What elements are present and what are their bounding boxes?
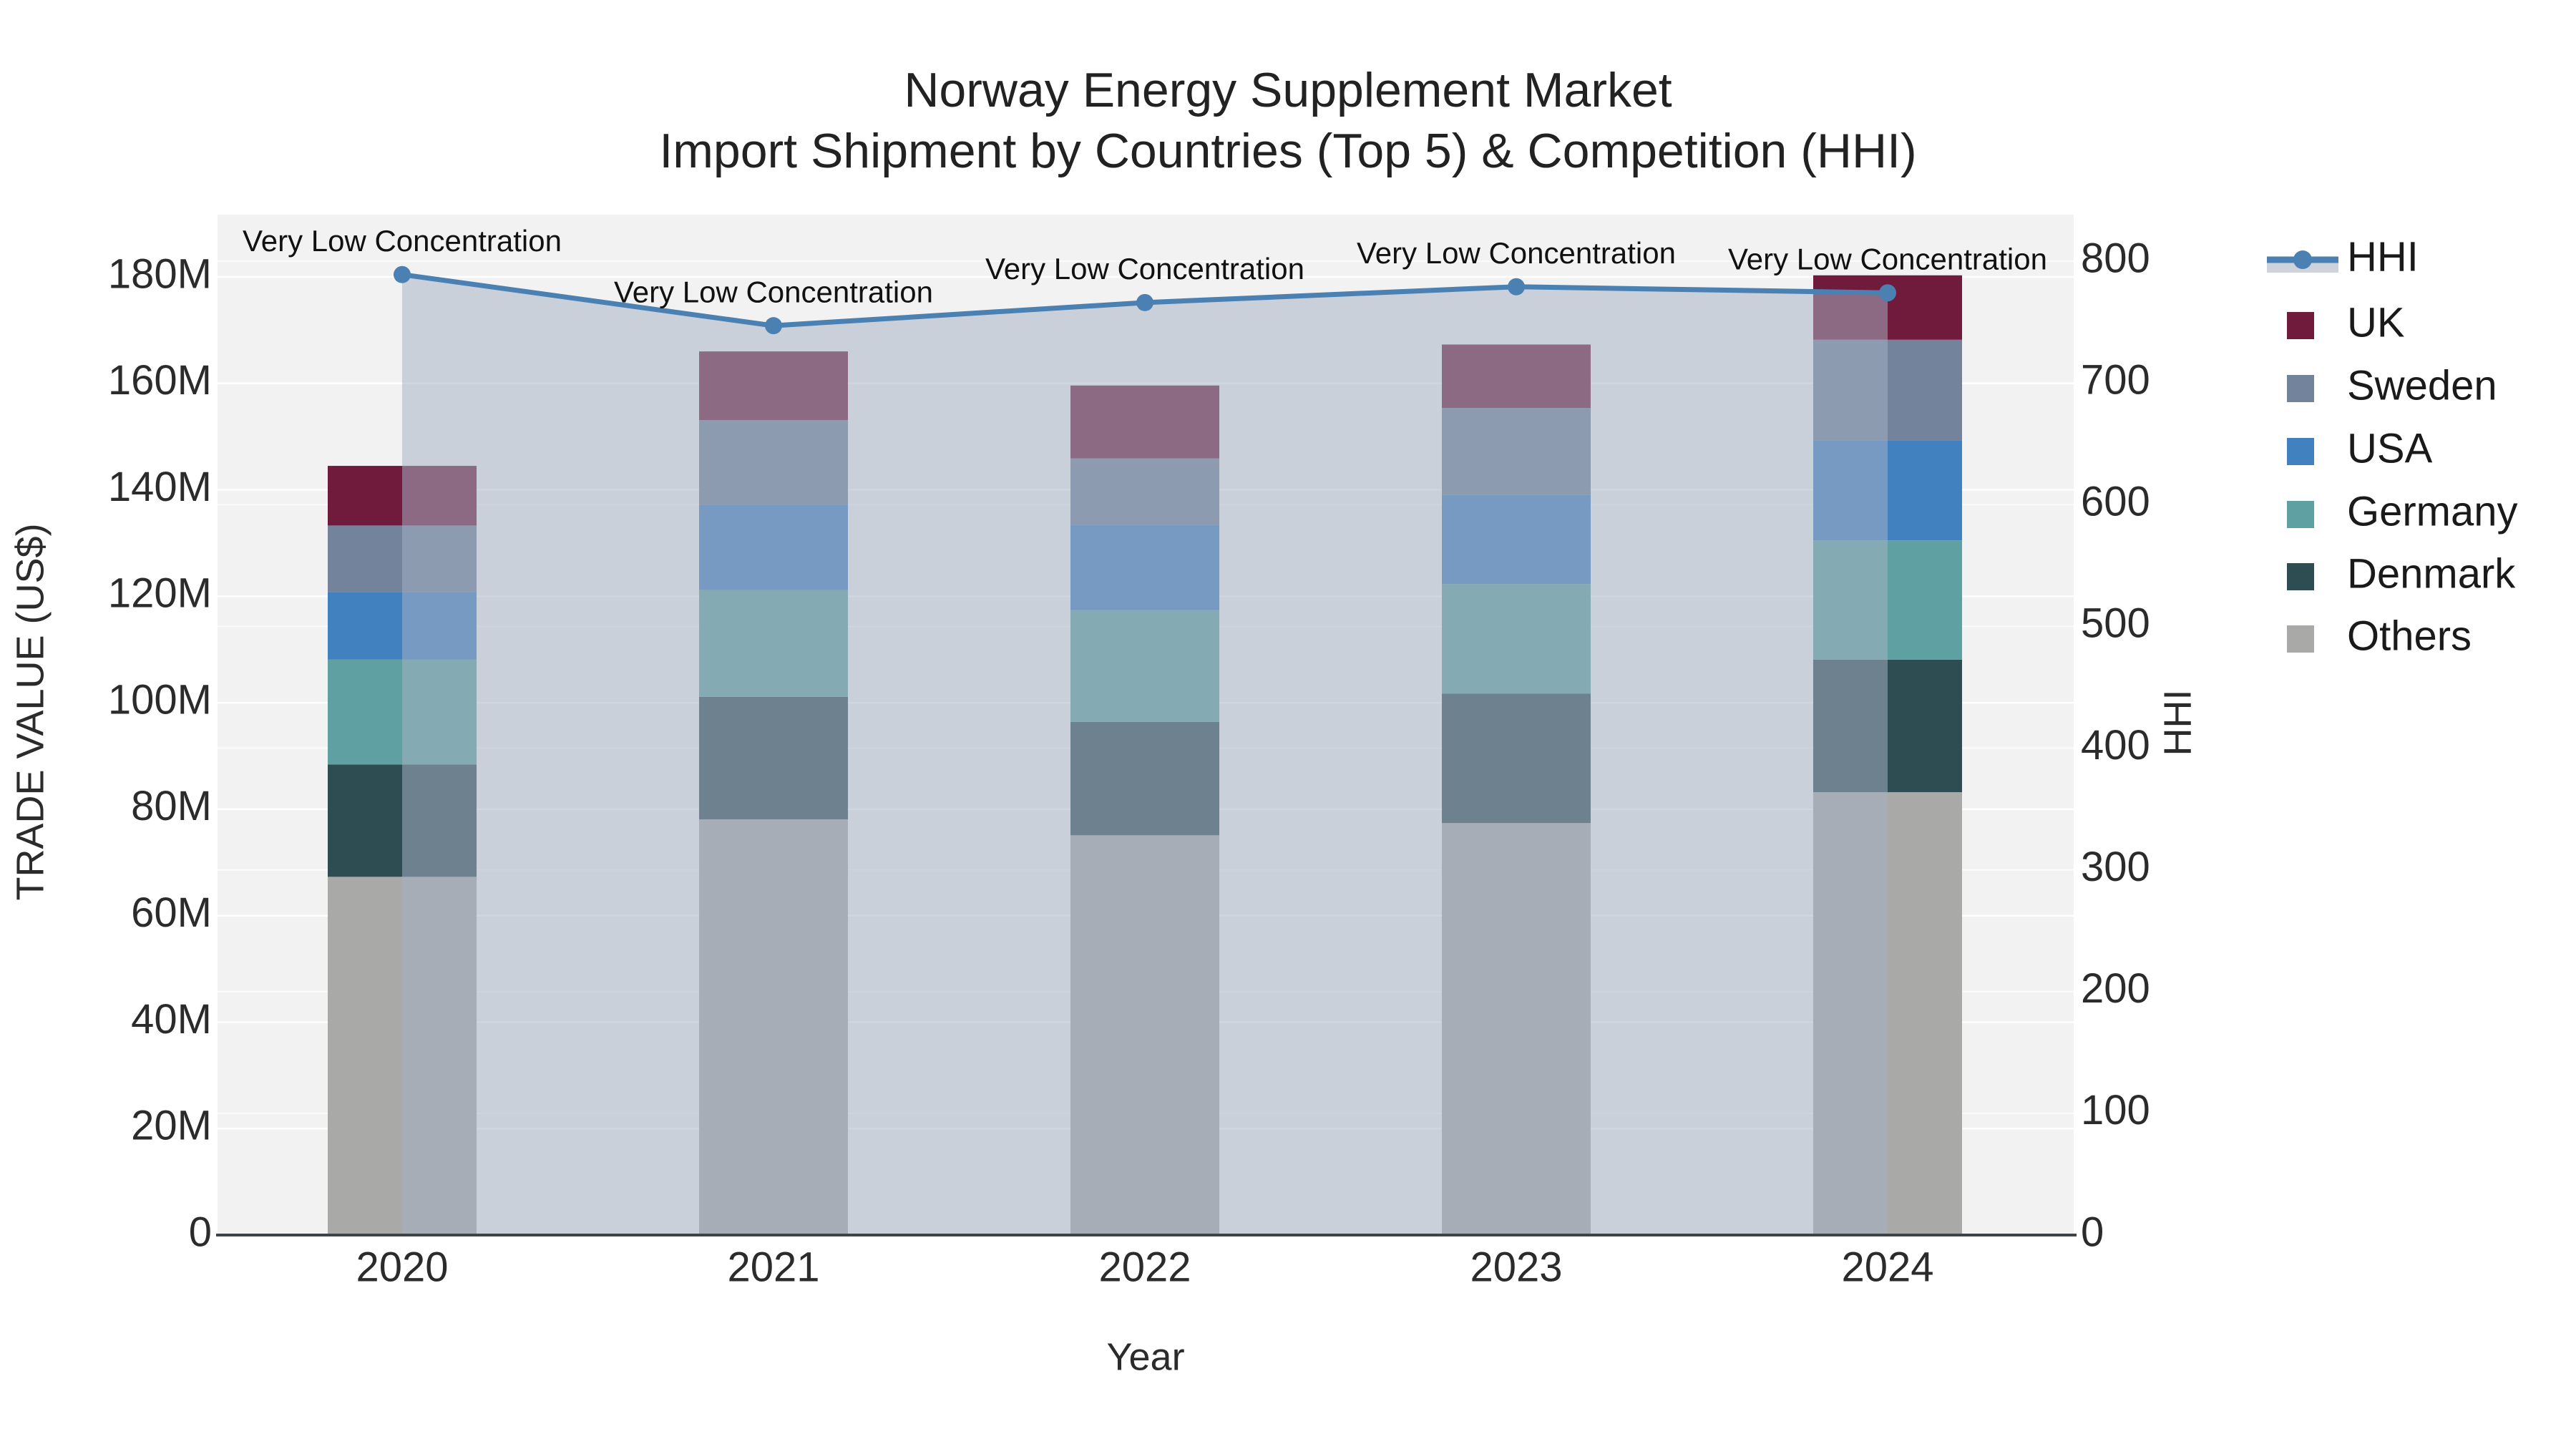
legend-label: HHI <box>2347 233 2419 280</box>
y-right-tick-label: 200 <box>2081 965 2150 1012</box>
legend-label: Germany <box>2347 488 2518 535</box>
legend-swatch-icon <box>2287 563 2314 590</box>
x-tick-label-2022: 2022 <box>1098 1244 1191 1290</box>
chart-title: Norway Energy Supplement Market <box>904 63 1672 117</box>
legend-label: Sweden <box>2347 362 2497 409</box>
hhi-marker-2024 <box>1879 284 1896 302</box>
legend-swatch-icon <box>2287 501 2314 528</box>
hhi-marker-2022 <box>1136 293 1153 311</box>
y-right-tick-label: 700 <box>2081 356 2150 403</box>
y-left-tick-label: 20M <box>131 1103 212 1149</box>
y-right-tick-label: 800 <box>2081 235 2150 281</box>
legend-swatch-icon <box>2287 625 2314 653</box>
y-left-tick-label: 60M <box>131 889 212 936</box>
legend-label: UK <box>2347 299 2405 346</box>
hhi-area-fill <box>402 274 1888 1235</box>
y-left-tick-label: 180M <box>108 250 212 297</box>
hhi-marker-2021 <box>765 317 782 335</box>
legend-swatch-icon <box>2287 312 2314 339</box>
annotation-2022: Very Low Concentration <box>985 252 1304 286</box>
y-left-tick-label: 40M <box>131 996 212 1043</box>
y-left-tick-label: 140M <box>108 464 212 510</box>
hhi-marker-2020 <box>394 265 411 283</box>
x-tick-label-2024: 2024 <box>1841 1244 1933 1290</box>
annotation-2023: Very Low Concentration <box>1357 236 1676 270</box>
legend-swatch-icon <box>2287 438 2314 465</box>
legend-label: Others <box>2347 613 2472 659</box>
legend: HHI UK Sweden USA Germany Denmark Others <box>2267 233 2518 659</box>
plot-area: Very Low Concentration Very Low Concentra… <box>108 215 2150 1290</box>
y-right-tick-label: 0 <box>2081 1209 2104 1255</box>
y-right-tick-label: 600 <box>2081 479 2150 525</box>
x-tick-label-2023: 2023 <box>1470 1244 1562 1290</box>
legend-swatch-icon <box>2287 375 2314 402</box>
annotation-2021: Very Low Concentration <box>614 275 933 308</box>
y-right-axis-title: HHI <box>2156 690 2199 756</box>
legend-item-others[interactable]: Others <box>2287 613 2472 659</box>
x-tick-label-2021: 2021 <box>727 1244 819 1290</box>
y-right-tick-label: 500 <box>2081 600 2150 647</box>
legend-label: Denmark <box>2347 550 2516 597</box>
y-left-tick-label: 160M <box>108 357 212 404</box>
y-left-tick-label: 120M <box>108 570 212 617</box>
legend-item-sweden[interactable]: Sweden <box>2287 362 2497 409</box>
hhi-legend-marker-icon <box>2293 250 2312 269</box>
y-left-tick-label: 0 <box>189 1209 212 1255</box>
y-left-tick-label: 80M <box>131 783 212 829</box>
legend-item-germany[interactable]: Germany <box>2287 488 2518 535</box>
legend-item-usa[interactable]: USA <box>2287 425 2433 472</box>
y-left-axis-title: TRADE VALUE (US$) <box>9 523 52 900</box>
x-tick-label-2020: 2020 <box>356 1244 448 1290</box>
hhi-marker-2023 <box>1508 278 1525 296</box>
legend-item-uk[interactable]: UK <box>2287 299 2405 346</box>
legend-label: USA <box>2347 425 2433 472</box>
y-right-tick-label: 400 <box>2081 722 2150 769</box>
chart-subtitle: Import Shipment by Countries (Top 5) & C… <box>659 124 1916 178</box>
y-left-tick-label: 100M <box>108 676 212 723</box>
legend-item-hhi[interactable]: HHI <box>2267 233 2419 280</box>
annotation-2020: Very Low Concentration <box>243 224 562 258</box>
x-axis-title: Year <box>1106 1335 1184 1378</box>
y-right-tick-label: 300 <box>2081 844 2150 890</box>
annotation-2024: Very Low Concentration <box>1728 242 2047 275</box>
y-right-tick-label: 100 <box>2081 1087 2150 1133</box>
legend-item-denmark[interactable]: Denmark <box>2287 550 2516 597</box>
